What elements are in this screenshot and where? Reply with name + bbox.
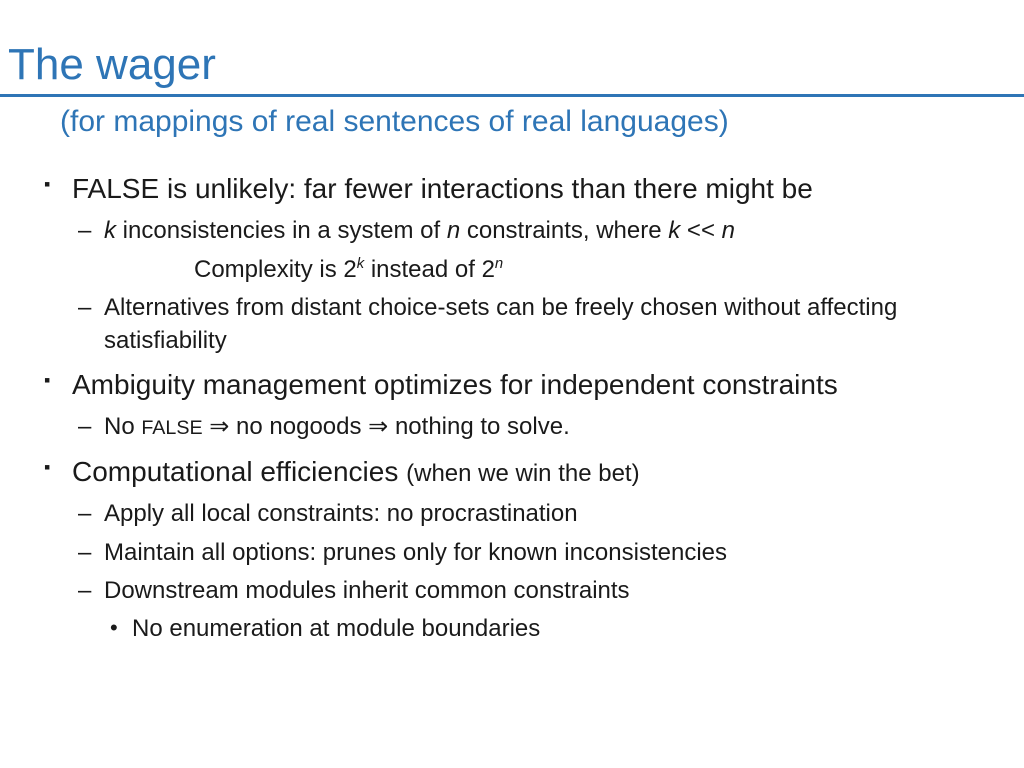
content-area: FALSE is unlikely: far fewer interaction…	[0, 171, 1024, 646]
bullet-list-lvl2: k inconsistencies in a system of n const…	[72, 215, 984, 357]
sub-no-enumeration: No enumeration at module boundaries	[104, 613, 984, 645]
implies-icon: ⇒	[209, 413, 229, 440]
bullet-list-lvl1: FALSE is unlikely: far fewer interaction…	[40, 171, 984, 646]
bullet-list-lvl3: No enumeration at module boundaries	[104, 613, 984, 645]
sub-maintain-options: Maintain all options: prunes only for kn…	[72, 537, 984, 569]
var-n2: n	[722, 217, 735, 244]
var-n: n	[447, 217, 460, 244]
txt: instead of 2	[364, 256, 495, 283]
rel: <<	[680, 217, 721, 244]
slide-title: The wager	[0, 40, 1024, 90]
bullet-false-unlikely: FALSE is unlikely: far fewer interaction…	[40, 171, 984, 357]
txt: no nogoods	[229, 413, 368, 440]
slide: The wager (for mappings of real sentence…	[0, 0, 1024, 768]
bullet-ambiguity-mgmt: Ambiguity management optimizes for indep…	[40, 367, 984, 444]
txt: Downstream modules inherit common constr…	[104, 577, 630, 604]
txt: No	[104, 413, 141, 440]
bullet-text: FALSE is unlikely: far fewer interaction…	[72, 173, 813, 204]
title-underline	[0, 94, 1024, 97]
bullet-list-lvl2: No FALSE ⇒ no nogoods ⇒ nothing to solve…	[72, 411, 984, 443]
var-k: k	[104, 217, 116, 244]
sub-no-false: No FALSE ⇒ no nogoods ⇒ nothing to solve…	[72, 411, 984, 443]
implies-icon: ⇒	[368, 413, 388, 440]
exp-n: n	[495, 256, 503, 272]
txt: constraints, where	[460, 217, 668, 244]
txt: inconsistencies in a system of	[116, 217, 447, 244]
sub-apply-local: Apply all local constraints: no procrast…	[72, 498, 984, 530]
complexity-note: Complexity is 2k instead of 2n	[194, 254, 984, 286]
var-k2: k	[668, 217, 680, 244]
paren-note: (when we win the bet)	[406, 460, 639, 487]
sub-k-inconsistencies: k inconsistencies in a system of n const…	[72, 215, 984, 286]
slide-subtitle: (for mappings of real sentences of real …	[0, 105, 1024, 139]
bullet-text: Ambiguity management optimizes for indep…	[72, 369, 838, 400]
txt: nothing to solve.	[388, 413, 569, 440]
sub-downstream: Downstream modules inherit common constr…	[72, 575, 984, 646]
false-sc: FALSE	[141, 417, 202, 439]
bullet-list-lvl2: Apply all local constraints: no procrast…	[72, 498, 984, 646]
bullet-comp-efficiencies: Computational efficiencies (when we win …	[40, 454, 984, 646]
txt: Complexity is 2	[194, 256, 357, 283]
sub-alternatives: Alternatives from distant choice-sets ca…	[72, 292, 984, 357]
bullet-text: Computational efficiencies	[72, 456, 406, 487]
